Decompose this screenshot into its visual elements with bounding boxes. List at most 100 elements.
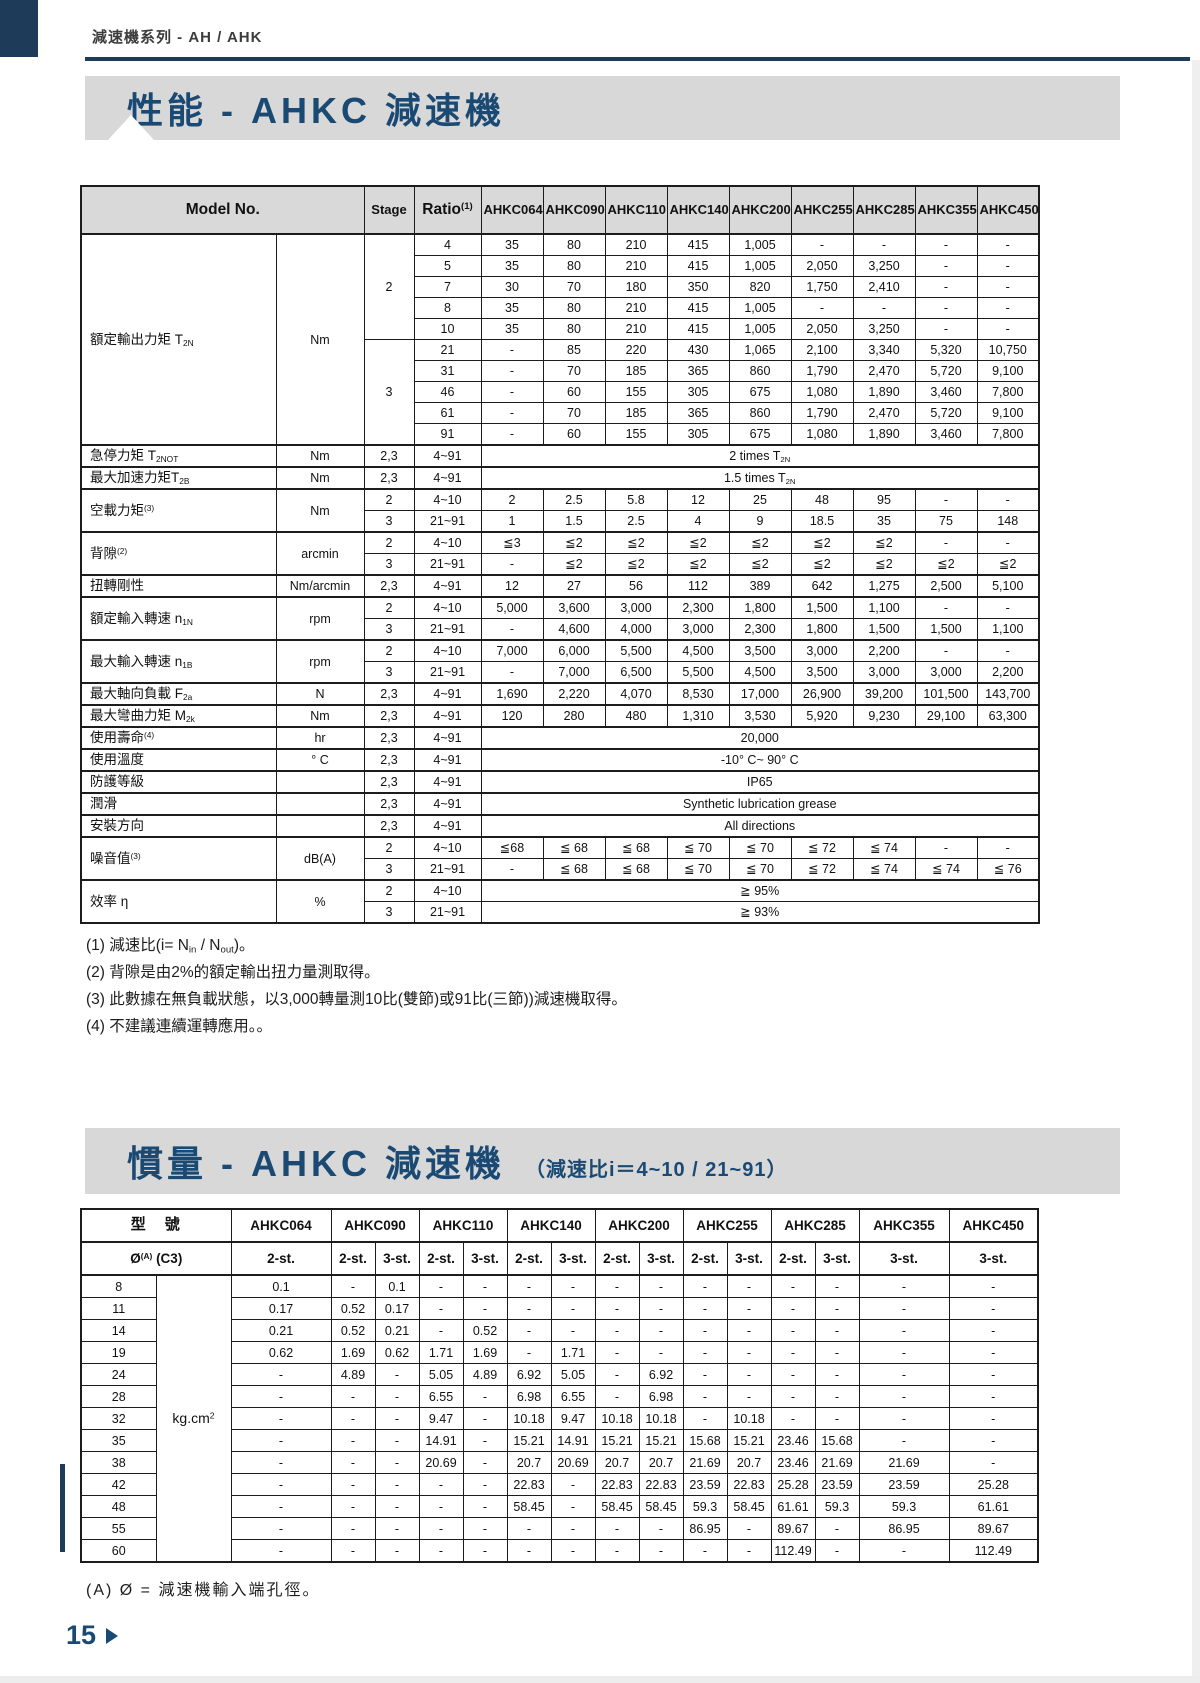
table-cell: 35 [80,1429,157,1452]
table-cell: AHKC285 [770,1208,860,1243]
table-cell: - [594,1341,640,1364]
table-cell: 2,3 [363,574,415,598]
table-row: 額定輸入轉速 n1N rpm 2 4~10 5,000 3,600 3,000 2,300 1,… [80,596,1040,641]
table-cell: - [858,1319,950,1342]
table-cell: rpm [275,639,365,684]
table-row: 最大彎曲力矩 M2k Nm 2,3 4~91 120 280 480 1,310 3,530 5,… [80,704,1040,728]
table-row: 3 21-85 220 430 1,065 2,100 3,340 5,320 10,750 [81,339,1040,446]
table-cell: 28 [80,1385,157,1408]
table-cell: - [230,1473,332,1496]
footnote: (3) 此數據在無負載狀態，以3,000轉量測10比(雙節)或91比(三節))減… [86,991,627,1008]
table-cell: 89.67 [770,1517,816,1540]
table-cell: 潤滑 [80,792,277,816]
table-cell: - [914,318,978,340]
performance-table-body: Model No. Stage Ratio(1) AHKC064 AHKC090 AHKC… [80,185,1040,924]
table-cell: - [948,1341,1039,1364]
table-cell: - [726,1539,772,1563]
table-cell: - [770,1274,816,1298]
table-row: 最大輸入轉速 n1B rpm 2 4~10 7,000 6,000 5,500 4,500 3,… [80,639,1040,684]
table-cell: 25 [728,488,792,511]
table-cell: 10.18 [638,1407,684,1430]
table-cell: 14 [80,1319,157,1342]
table-cell: - [594,1274,640,1298]
table-cell: 3,000 [604,596,668,619]
table-cell: 1,500 [790,596,854,619]
table-cell: - [682,1319,728,1342]
table-cell: AHKC110 [418,1208,508,1243]
inertia-section-subtitle: （減速比i＝4~10 / 21~91） [525,1159,788,1181]
table-cell: AHKC255 [790,185,854,235]
table-row: 安裝方向 2,3 4~91 All directions [80,814,1040,838]
table-cell: 1,005 [728,255,792,277]
table-cell: 2-st. [770,1241,816,1276]
table-cell: 0.17 [230,1297,332,1320]
table-cell: - [914,255,978,277]
table-cell: 8,530 [666,682,730,706]
table-cell: 18.5 [790,510,854,533]
table-cell: - [858,1407,950,1430]
table-cell: 89.67 [948,1517,1039,1540]
table-cell: - [374,1495,420,1518]
table-cell [275,792,365,816]
table-row: 38- - -20.69-20.7 20.69 20.7 20.7 21.69 20.7 23.… [80,1451,1039,1474]
table-cell: - [506,1297,552,1320]
table-cell: 112.49 [948,1539,1039,1563]
table-cell: ≦ 68 [542,836,606,859]
table-cell: 58.45 [594,1495,640,1518]
table-cell: 1,750 [790,276,854,298]
inertia-section-banner: 慣量 - AHKC 減速機 （減速比i＝4~10 / 21~91） [85,1128,1120,1194]
table-cell: 5,100 [976,574,1040,598]
table-cell: 1,890 [852,423,916,446]
table-cell: 防護等級 [80,770,277,794]
table-cell: 1,310 [666,704,730,728]
table-cell: - [976,836,1040,859]
table-cell: dB(A) [275,836,365,881]
table-row: 3 21~91- ≦ 68 ≦ 68 ≦ 70 ≦ 70 ≦ 72 ≦ 74 ≦ 74 ≦ 76 [81,858,1040,881]
table-cell: - [462,1495,508,1518]
table-cell: - [948,1429,1039,1452]
table-cell: 80 [542,297,606,319]
table-cell: - [330,1274,376,1298]
table-cell: 2,3 [363,466,415,490]
table-cell: - [976,531,1040,554]
table-cell: 2.5 [542,488,606,511]
inertia-section-title: 慣量 - AHKC 減速機 [127,1143,505,1184]
table-cell: ≦ 68 [542,858,606,881]
table-row: 8 kg.cm2 0.1-0.1- - - - - - - - - - - - [80,1274,1039,1563]
table-cell: 1.69 [330,1341,376,1364]
table-cell: 70 [542,402,606,424]
table-cell: AHKC255 [682,1208,772,1243]
table-cell: 22.83 [594,1473,640,1496]
table-cell: 3-st. [638,1241,684,1276]
table-cell: 0.21 [374,1319,420,1342]
table-cell: 3-st. [858,1241,950,1276]
table-cell: - [374,1429,420,1452]
table-cell: - [814,1297,860,1320]
table-cell: ≦2 [976,553,1040,576]
table-cell: 最大彎曲力矩 M2k [80,704,277,728]
table-cell: 20.69 [550,1451,596,1474]
table-cell: Nm/arcmin [275,574,365,598]
table-cell: 3,250 [852,255,916,277]
table-cell: 2,3 [363,704,415,728]
table-row: 10 35 80 210 415 1,005 2,050 3,250- - [81,318,1040,340]
table-cell: 415 [666,318,730,340]
table-cell: - [948,1407,1039,1430]
table-cell: 21~91 [413,661,482,684]
table-cell: 額定輸入轉速 n1N [80,596,277,641]
table-cell: - [726,1517,772,1540]
table-cell: - [814,1407,860,1430]
table-cell: 112.49 [770,1539,816,1563]
table-row: 3 21~91-7,000 6,500 5,500 4,500 3,500 3,000 3,0… [81,661,1040,684]
table-cell: 185 [604,360,668,382]
table-cell: 21.69 [682,1451,728,1474]
table-cell: 1,080 [790,381,854,403]
table-cell: - [948,1363,1039,1386]
table-cell: ≦ 74 [852,858,916,881]
table-cell: AHKC200 [728,185,792,235]
table-cell: 3-st. [374,1241,420,1276]
table-cell: - [948,1319,1039,1342]
footnote: (2) 背隙是由2%的額定輸出扭力量測取得。 [86,964,380,981]
table-cell: 安裝方向 [80,814,277,838]
table-row: 11 0.17 0.52 0.17- - - - - - - - - - - - [80,1297,1039,1320]
